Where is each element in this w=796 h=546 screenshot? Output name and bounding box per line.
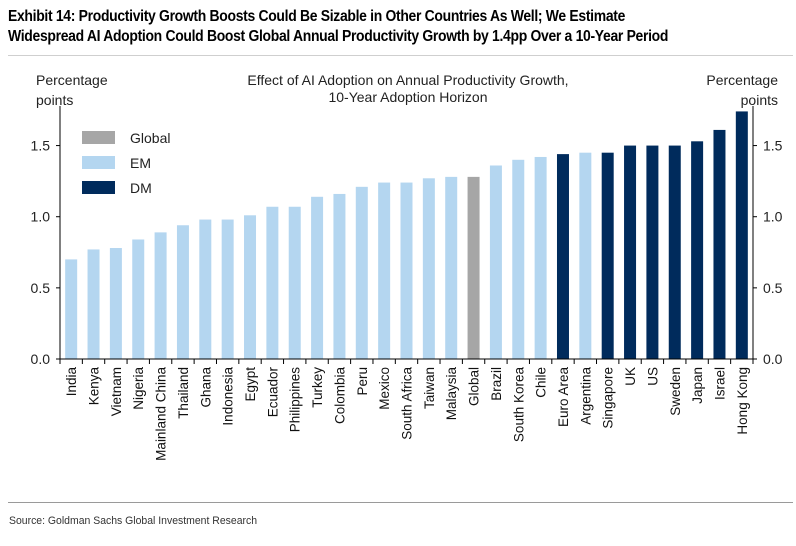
x-tick-label: Brazil xyxy=(489,367,504,401)
left-axis-unit-label: Percentage xyxy=(36,72,108,88)
exhibit-title-line2: Widespread AI Adoption Could Boost Globa… xyxy=(8,28,669,45)
legend-label-global: Global xyxy=(130,130,170,146)
legend-swatch-dm xyxy=(82,181,115,194)
bar-thailand xyxy=(176,225,189,359)
bar-mexico xyxy=(378,182,391,359)
bar-egypt xyxy=(244,215,257,359)
chart-title-line: 10-Year Adoption Horizon xyxy=(328,89,487,105)
x-tick-label: Argentina xyxy=(578,367,593,425)
x-tick-label: Euro Area xyxy=(556,367,571,428)
bar-mainland-china xyxy=(154,232,167,359)
legend-swatch-em xyxy=(82,156,115,169)
bar-india xyxy=(65,259,78,359)
bar-hong-kong xyxy=(735,111,748,360)
x-tick-label: Singapore xyxy=(601,367,616,429)
bar-ghana xyxy=(199,219,212,359)
right-y-tick-label: 0.5 xyxy=(763,280,783,296)
x-tick-label: Mainland China xyxy=(154,367,169,461)
chart-title-line: Effect of AI Adoption on Annual Producti… xyxy=(247,72,568,88)
bar-japan xyxy=(691,141,704,359)
bar-brazil xyxy=(489,165,502,359)
x-tick-label: Japan xyxy=(690,367,705,404)
left-y-tick-label: 1.5 xyxy=(31,138,51,154)
left-y-tick-label: 1.0 xyxy=(31,209,51,225)
left-axis-unit-label: points xyxy=(36,92,73,108)
bar-south-africa xyxy=(400,182,413,359)
bar-argentina xyxy=(579,152,592,359)
x-tick-label: Egypt xyxy=(243,367,258,402)
x-tick-label: Turkey xyxy=(310,367,325,408)
bottom-divider xyxy=(8,502,793,503)
legend-label-dm: DM xyxy=(130,180,152,196)
right-axis-unit-label: points xyxy=(741,92,778,108)
bar-philippines xyxy=(288,206,301,359)
left-y-tick-label: 0.0 xyxy=(31,351,51,367)
x-tick-label: Taiwan xyxy=(422,367,437,409)
exhibit-title-line1: Exhibit 14: Productivity Growth Boosts C… xyxy=(8,8,626,25)
bar-us xyxy=(646,145,659,359)
x-tick-label: Global xyxy=(467,367,482,406)
bar-kenya xyxy=(87,249,100,359)
x-tick-label: Malaysia xyxy=(444,367,459,421)
x-tick-label: Peru xyxy=(355,367,370,396)
x-tick-label: India xyxy=(64,367,79,397)
x-tick-label: South Korea xyxy=(511,367,526,443)
x-tick-label: Vietnam xyxy=(109,367,124,416)
x-tick-label: Mexico xyxy=(377,367,392,410)
right-y-tick-label: 0.0 xyxy=(763,351,783,367)
bar-indonesia xyxy=(221,219,234,359)
bar-vietnam xyxy=(109,248,122,359)
x-tick-label: South Africa xyxy=(400,367,415,440)
x-tick-label: US xyxy=(645,367,660,386)
x-tick-label: Nigeria xyxy=(131,367,146,410)
bar-nigeria xyxy=(132,239,145,359)
bar-peru xyxy=(355,186,368,359)
source-note: Source: Goldman Sachs Global Investment … xyxy=(9,515,258,527)
x-tick-label: Philippines xyxy=(288,367,303,433)
top-divider xyxy=(8,55,793,56)
x-tick-label: Sweden xyxy=(668,367,683,416)
x-tick-label: UK xyxy=(623,367,638,386)
x-tick-label: Kenya xyxy=(87,367,102,406)
x-tick-label: Ecuador xyxy=(265,367,280,418)
legend-swatch-global xyxy=(82,131,115,144)
bar-taiwan xyxy=(422,178,435,359)
bar-south-korea xyxy=(512,159,525,359)
right-y-tick-label: 1.5 xyxy=(763,138,783,154)
x-tick-label: Colombia xyxy=(332,367,347,425)
bar-sweden xyxy=(668,145,681,359)
bar-singapore xyxy=(601,152,614,359)
x-tick-label: Chile xyxy=(534,367,549,398)
bar-ecuador xyxy=(266,206,279,359)
x-tick-label: Thailand xyxy=(176,367,191,419)
right-axis-unit-label: Percentage xyxy=(706,72,778,88)
bar-colombia xyxy=(333,193,346,359)
x-tick-label: Indonesia xyxy=(221,367,236,426)
bar-uk xyxy=(624,145,637,359)
exhibit-title: Exhibit 14: Productivity Growth Boosts C… xyxy=(8,7,710,47)
bar-turkey xyxy=(311,196,324,359)
legend-label-em: EM xyxy=(130,155,151,171)
right-y-tick-label: 1.0 xyxy=(763,209,783,225)
left-y-tick-label: 0.5 xyxy=(31,280,51,296)
x-tick-label: Israel xyxy=(712,367,727,400)
bar-global xyxy=(467,176,480,359)
bar-euro-area xyxy=(556,154,569,359)
bar-israel xyxy=(713,129,726,359)
x-tick-label: Ghana xyxy=(198,367,213,408)
x-tick-label: Hong Kong xyxy=(735,367,750,435)
bar-chile xyxy=(534,156,547,359)
bar-malaysia xyxy=(445,176,458,359)
